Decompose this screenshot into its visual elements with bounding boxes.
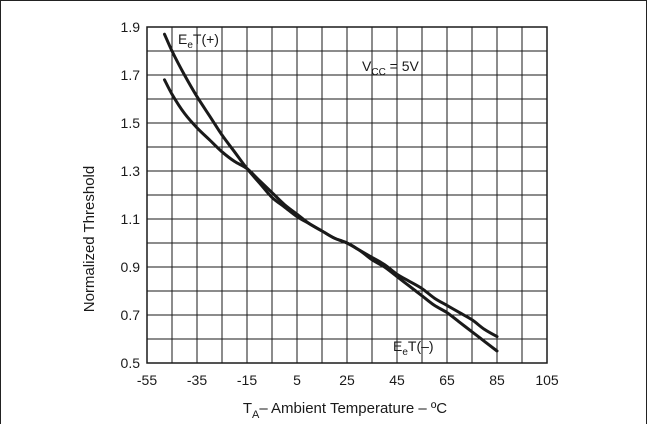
y-tick-label: 1.1 <box>121 211 141 227</box>
x-tick-label: -15 <box>237 372 257 388</box>
x-tick-label: 45 <box>389 372 405 388</box>
x-axis-label: TA– Ambient Temperature – ºC <box>243 400 447 421</box>
y-axis-label: Normalized Threshold <box>81 166 98 312</box>
series-line-eet-minus <box>163 78 499 339</box>
plot-border <box>146 26 548 364</box>
y-tick-label: 1.5 <box>121 115 141 131</box>
y-tick-labels: 1.9 1.7 1.5 1.3 1.1 0.9 0.7 0.5 <box>121 19 141 371</box>
x-tick-label: -35 <box>187 372 207 388</box>
x-tick-label: 105 <box>535 372 559 388</box>
x-tick-label: 25 <box>339 372 355 388</box>
y-tick-label: 1.9 <box>121 19 141 35</box>
y-tick-label: 0.5 <box>121 355 141 371</box>
y-tick-label: 1.3 <box>121 163 141 179</box>
series-label-eet-plus: EeT(+) <box>178 31 219 51</box>
x-tick-labels: -55 -35 -15 5 25 45 65 85 105 <box>137 372 559 388</box>
x-tick-label: 65 <box>439 372 455 388</box>
y-tick-label: 0.9 <box>121 259 141 275</box>
x-tick-label: -55 <box>137 372 157 388</box>
y-tick-label: 1.7 <box>121 67 141 83</box>
series-label-eet-minus: EeT(–) <box>393 338 434 358</box>
series-group <box>163 32 499 353</box>
vcc-annotation: VCC = 5V <box>362 58 420 78</box>
x-tick-label: 5 <box>293 372 301 388</box>
grid <box>147 27 547 363</box>
y-tick-label: 0.7 <box>121 307 141 323</box>
x-tick-label: 85 <box>489 372 505 388</box>
